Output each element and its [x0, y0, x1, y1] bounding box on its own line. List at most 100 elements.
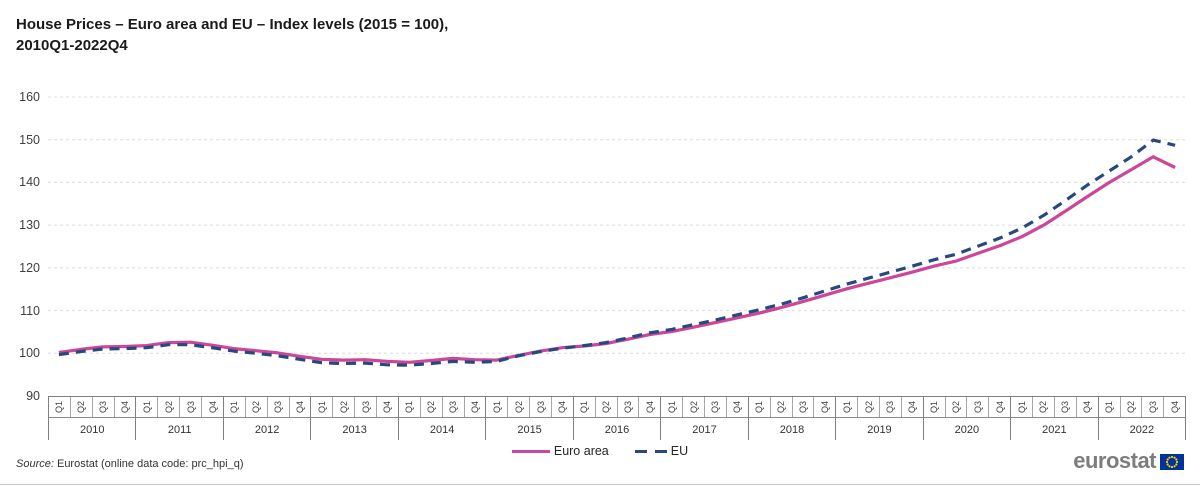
year-group-2016: Q1 Q2 Q3 Q4 2016 — [572, 397, 661, 440]
eu-flag-star — [1170, 465, 1174, 469]
quarter-cell-2017-Q3: Q3 — [705, 397, 727, 417]
quarter-cell-2011-Q1: Q1 — [136, 397, 159, 417]
quarter-cell-2012-Q2: Q2 — [246, 397, 268, 417]
legend-label-euro-area: Euro area — [553, 444, 609, 458]
year-label-2016: 2016 — [604, 424, 630, 436]
quarter-cell-2022-Q2: Q2 — [1121, 397, 1143, 417]
year-group-2012: Q1 Q2 Q3 Q4 2012 — [222, 397, 311, 440]
quarter-row-2011: Q1 Q2 Q3 Q4 — [136, 397, 223, 418]
quarter-cell-2020-Q2: Q2 — [946, 397, 968, 417]
year-label-2010: 2010 — [79, 424, 105, 436]
year-group-2022: Q1 Q2 Q3 Q4 2022 — [1097, 397, 1186, 440]
year-group-2019: Q1 Q2 Q3 Q4 2019 — [835, 397, 923, 440]
year-group-2020: Q1 Q2 Q3 Q4 2020 — [922, 397, 1011, 440]
quarter-cell-2010-Q3: Q3 — [93, 397, 115, 417]
quarter-label: Q3 — [360, 400, 371, 414]
quarter-cell-2016-Q2: Q2 — [596, 397, 618, 417]
year-label-2020: 2020 — [954, 424, 980, 436]
quarter-label: Q2 — [513, 400, 524, 414]
quarter-label: Q1 — [666, 400, 677, 414]
legend-item-euro-area: Euro area — [511, 444, 609, 458]
eurostat-logo-text: eurostat — [1073, 448, 1156, 473]
year-label-2011: 2011 — [167, 424, 192, 436]
eu-flag-star — [1168, 456, 1171, 459]
quarter-cell-2017-Q2: Q2 — [683, 397, 706, 417]
year-group-2010: Q1 Q2 Q3 Q4 2010 — [48, 397, 136, 440]
year-label-2022: 2022 — [1129, 424, 1155, 436]
quarter-label: Q3 — [1147, 400, 1158, 414]
quarter-cell-2013-Q1: Q1 — [311, 397, 334, 417]
quarter-cell-2020-Q1: Q1 — [924, 397, 946, 417]
quarter-label: Q1 — [491, 400, 502, 414]
quarter-label: Q2 — [163, 400, 174, 414]
quarter-label: Q1 — [229, 400, 240, 414]
quarter-label: Q1 — [1104, 400, 1115, 414]
quarter-cell-2011-Q4: Q4 — [202, 397, 223, 417]
quarter-cell-2011-Q3: Q3 — [180, 397, 203, 417]
source-label: Source: — [16, 458, 54, 470]
quarter-label: Q2 — [776, 400, 787, 414]
eurostat-logo: eurostat — [1073, 450, 1184, 472]
quarter-cell-2015-Q4: Q4 — [552, 397, 573, 417]
quarter-row-2021: Q1 Q2 Q3 Q4 — [1011, 397, 1098, 418]
quarter-label: Q1 — [404, 400, 415, 414]
quarter-label: Q2 — [76, 400, 87, 414]
quarter-cell-2016-Q1: Q1 — [574, 397, 596, 417]
quarter-label: Q3 — [185, 400, 196, 414]
quarter-row-2012: Q1 Q2 Q3 Q4 — [223, 397, 311, 418]
quarter-cell-2022-Q3: Q3 — [1142, 397, 1165, 417]
quarter-label: Q4 — [294, 400, 305, 414]
quarter-cell-2012-Q3: Q3 — [268, 397, 290, 417]
quarter-label: Q4 — [732, 400, 743, 414]
quarter-label: Q2 — [251, 400, 262, 414]
quarter-cell-2016-Q4: Q4 — [639, 397, 660, 417]
euro-area-line-sample-icon — [511, 449, 550, 453]
quarter-cell-2021-Q2: Q2 — [1033, 397, 1055, 417]
y-tick-label-100: 100 — [19, 346, 40, 361]
quarter-cell-2019-Q1: Q1 — [836, 397, 859, 417]
quarter-label: Q4 — [819, 400, 830, 414]
quarter-label: Q4 — [382, 400, 393, 414]
quarter-label: Q4 — [469, 400, 480, 414]
quarter-cell-2011-Q2: Q2 — [158, 397, 181, 417]
year-group-2013: Q1 Q2 Q3 Q4 2013 — [310, 397, 398, 440]
quarter-label: Q3 — [710, 400, 721, 414]
quarter-label: Q2 — [1125, 400, 1136, 414]
quarter-row-2022: Q1 Q2 Q3 Q4 — [1098, 397, 1186, 418]
quarter-cell-2010-Q1: Q1 — [49, 397, 71, 417]
quarter-cell-2014-Q2: Q2 — [421, 397, 443, 417]
eu-flag-icon — [1160, 454, 1184, 470]
eu-flag-star — [1175, 458, 1178, 461]
legend-item-eu: EU — [634, 444, 689, 458]
quarter-cell-2016-Q3: Q3 — [618, 397, 640, 417]
eu-flag-star — [1170, 455, 1174, 459]
quarter-label: Q1 — [316, 400, 327, 414]
eu-line-sample-icon — [634, 449, 667, 453]
quarter-cell-2019-Q2: Q2 — [858, 397, 880, 417]
quarter-label: Q2 — [426, 400, 437, 414]
quarter-cell-2022-Q4: Q4 — [1164, 397, 1185, 417]
quarter-row-2010: Q1 Q2 Q3 Q4 — [49, 397, 136, 418]
year-label-2019: 2019 — [867, 424, 892, 436]
quarter-label: Q3 — [622, 400, 633, 414]
quarter-row-2017: Q1 Q2 Q3 Q4 — [661, 397, 748, 418]
eu-flag-star — [1166, 458, 1169, 461]
eu-flag-star — [1175, 460, 1179, 464]
quarter-row-2015: Q1 Q2 Q3 Q4 — [486, 397, 573, 418]
quarter-cell-2021-Q4: Q4 — [1077, 397, 1098, 417]
quarter-label: Q1 — [929, 400, 940, 414]
quarter-cell-2019-Q3: Q3 — [880, 397, 902, 417]
quarter-label: Q2 — [688, 400, 699, 414]
quarter-cell-2010-Q2: Q2 — [71, 397, 93, 417]
quarter-cell-2022-Q1: Q1 — [1099, 397, 1121, 417]
year-group-2017: Q1 Q2 Q3 Q4 2017 — [660, 397, 748, 440]
quarter-label: Q3 — [273, 400, 284, 414]
quarter-cell-2014-Q1: Q1 — [399, 397, 421, 417]
year-label-2013: 2013 — [342, 424, 367, 436]
quarter-label: Q3 — [797, 400, 808, 414]
legend: Euro area EU — [0, 444, 1200, 458]
quarter-row-2019: Q1 Q2 Q3 Q4 — [836, 397, 923, 418]
quarter-cell-2012-Q4: Q4 — [290, 397, 311, 417]
quarter-cell-2014-Q3: Q3 — [443, 397, 465, 417]
legend-label-eu: EU — [670, 444, 689, 458]
